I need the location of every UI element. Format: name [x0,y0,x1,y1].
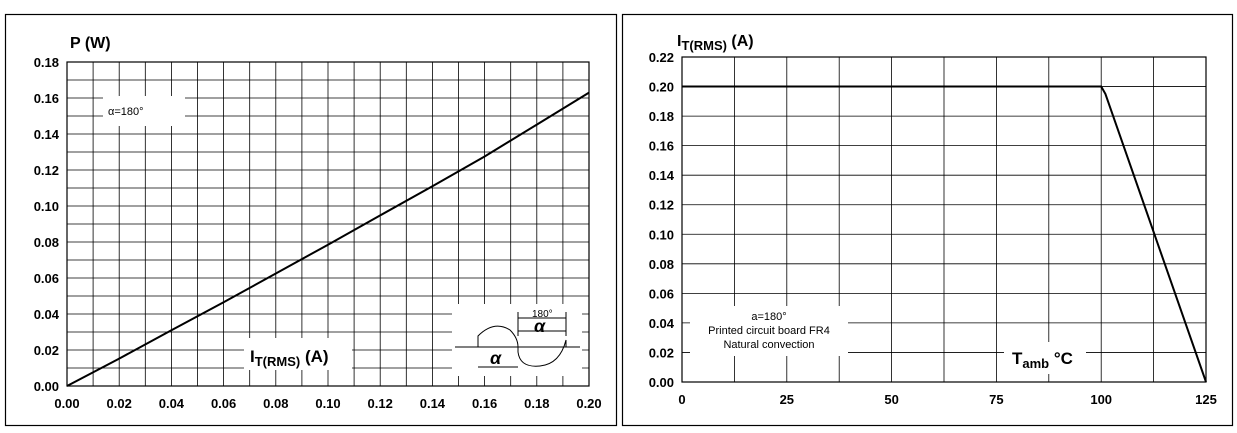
chart2-y-tick-labels: 0.00 0.02 0.04 0.06 0.08 0.10 0.12 0.14 0.16 0.18… [649,50,675,390]
c2-y-tick-label: 0.00 [649,375,674,390]
chart-power-vs-current: 0.00 0.02 0.04 0.06 0.08 0.10 0.12 0.14 0.16 0.18… [34,35,602,411]
chart1-x-tick-labels: 0.00 0.02 0.04 0.06 0.08 0.10 0.12 0.14 0.16 0.18… [54,396,601,411]
c1-y-tick-label: 0.06 [34,271,59,286]
chart2-x-axis-label: Tamb °C [1012,349,1073,371]
chart2-series-line [682,85,1207,383]
inset-wave-positive [477,325,519,348]
c1-y-tick-label: 0.04 [34,307,60,322]
inset-alpha-label-bottom: α [490,348,502,368]
c2-x-tick-label: 100 [1090,392,1112,407]
chart2-plot-frame [681,56,1207,383]
c2-x-tick-label: 75 [989,392,1003,407]
chart-current-vs-temperature: 0 25 50 75 100 125 0.000.020.040.060.080.100.… [649,33,1217,407]
c1-x-tick-label: 0.16 [472,396,497,411]
c1-y-tick-label: 0.08 [34,235,59,250]
inset-alpha-label-top: α [534,316,546,336]
c2-x-tick-label: 0 [678,392,685,407]
c2-y-tick-label: 0.06 [649,286,674,301]
chart1-annotation: α=180° [108,106,144,118]
c1-y-tick-label: 0.16 [34,91,59,106]
c1-x-tick-label: 0.00 [54,396,79,411]
right-panel-frame [621,13,1234,427]
c1-x-tick-label: 0.02 [107,396,132,411]
chart1-x-title-box [244,338,352,370]
chart2-annotation-line-2: Printed circuit board FR4 [708,325,830,337]
chart1-plot-frame [66,61,590,387]
c2-x-tick-label: 125 [1195,392,1217,407]
c2-y-tick-label: 0.20 [649,80,674,95]
c1-x-tick-label: 0.04 [159,396,185,411]
c2-y-tick-label: 0.02 [649,345,674,360]
chart2-y-axis-label: IT(RMS) (A) [677,33,754,53]
c2-y-tick-label: 0.18 [649,109,674,124]
c2-x-tick-label: 25 [780,392,794,407]
inset-wave-negative [517,339,567,367]
chart1-y-tick-labels: 0.00 0.02 0.04 0.06 0.08 0.10 0.12 0.14 0.16 0.18 [34,55,60,394]
c2-x-tick-label: 50 [884,392,898,407]
c2-y-tick-label: 0.22 [649,50,674,65]
chart2-x-tick-labels: 0 25 50 75 100 125 [678,392,1216,407]
c1-x-tick-label: 0.10 [315,396,340,411]
c1-y-tick-label: 0.02 [34,343,59,358]
c1-x-tick-label: 0.06 [211,396,236,411]
chart1-waveform-inset: 180° α α [452,304,582,376]
c1-x-tick-label: 0.12 [368,396,393,411]
inset-180-label: 180° [532,309,553,320]
c1-y-tick-label: 0.10 [34,199,59,214]
c1-y-tick-label: 0.18 [34,55,59,70]
c2-y-tick-label: 0.16 [649,139,674,154]
chart1-y-axis-label: P (W) [70,35,111,52]
chart2-x-title-box [1004,342,1086,374]
c2-y-tick-label: 0.10 [649,227,674,242]
c1-y-tick-label: 0.12 [34,163,59,178]
chart2-annotation-box [690,306,848,356]
chart2-annotation-line-1: a=180° [751,311,786,323]
chart1-x-axis-label: IT(RMS) (A) [250,347,329,369]
left-panel-frame [4,13,618,427]
chart1-annotation-box [103,96,185,126]
c2-y-tick-label: 0.12 [649,198,674,213]
c2-y-tick-label: 0.08 [649,257,674,272]
c2-y-tick-label: 0.14 [649,168,675,183]
c1-y-tick-label: 0.00 [34,379,59,394]
c1-y-tick-label: 0.14 [34,127,60,142]
c1-x-tick-label: 0.08 [263,396,288,411]
c1-x-tick-label: 0.18 [524,396,549,411]
c2-y-tick-label: 0.04 [649,316,675,331]
c1-x-tick-label: 0.20 [576,396,601,411]
chart2-annotation-line-3: Natural convection [723,339,814,351]
c1-x-tick-label: 0.14 [420,396,446,411]
chart1-grid [67,62,589,386]
chart1-series-line [66,91,590,387]
